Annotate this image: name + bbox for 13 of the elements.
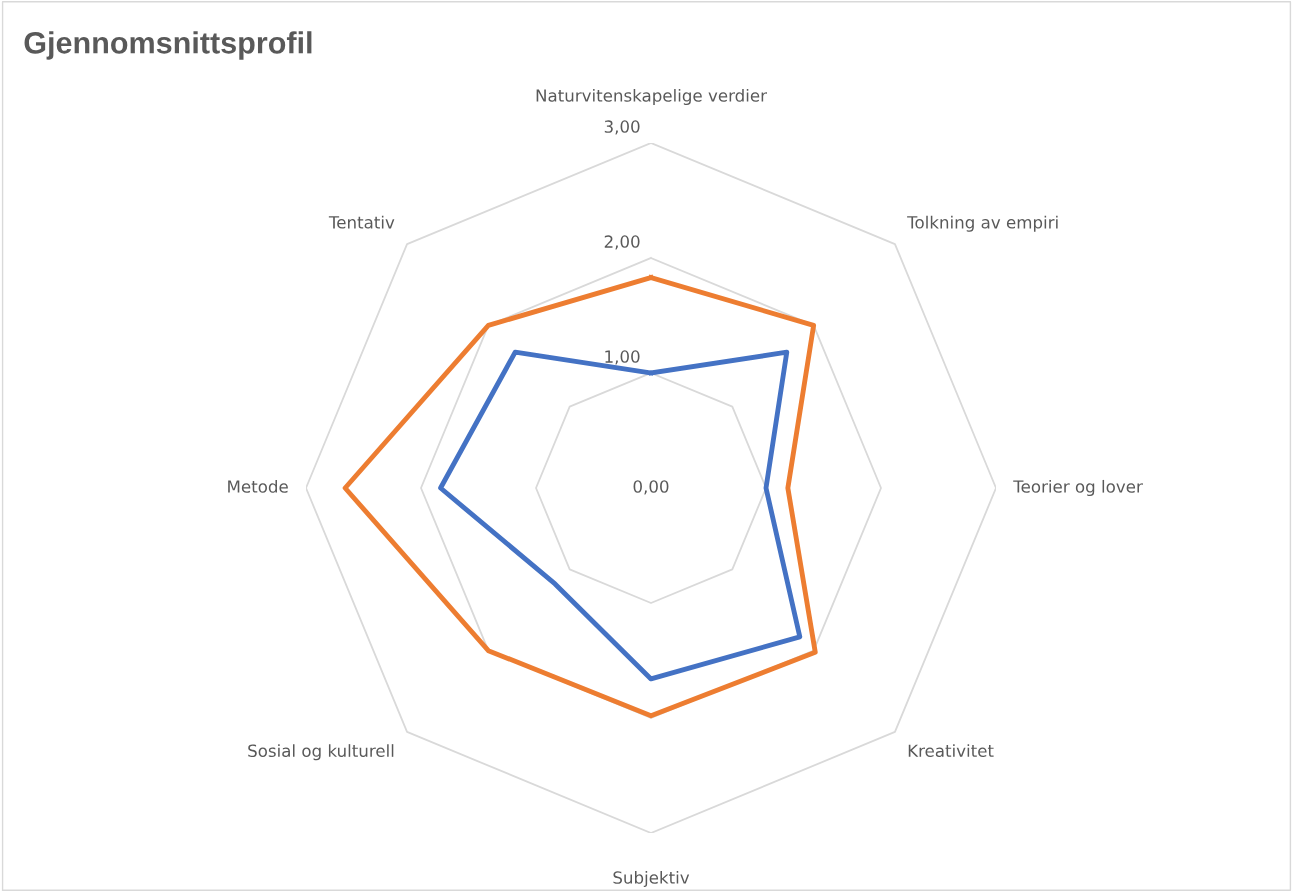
y-tick-label: 0,00	[633, 480, 669, 495]
spoke-label: Subjektiv	[613, 870, 690, 888]
y-tick-label: 3,00	[604, 120, 640, 135]
spoke-label: Metode	[228, 479, 288, 493]
y-tick-label: 1,00	[605, 350, 640, 365]
spoke-label: Tentativ	[328, 215, 395, 229]
spoke-label: Tolkning av empiri	[907, 215, 1058, 232]
spoke-label: Sosial og kulturell	[248, 744, 394, 761]
spoke-label: Teorier og lover	[1013, 479, 1143, 497]
spoke-label: Kreativitet	[908, 744, 994, 758]
y-tick-label: 2,00	[604, 235, 640, 250]
chart-title: Gjennomsnittsprofil	[24, 31, 312, 60]
spoke-label: Naturvitenskapelige verdier	[536, 88, 767, 106]
